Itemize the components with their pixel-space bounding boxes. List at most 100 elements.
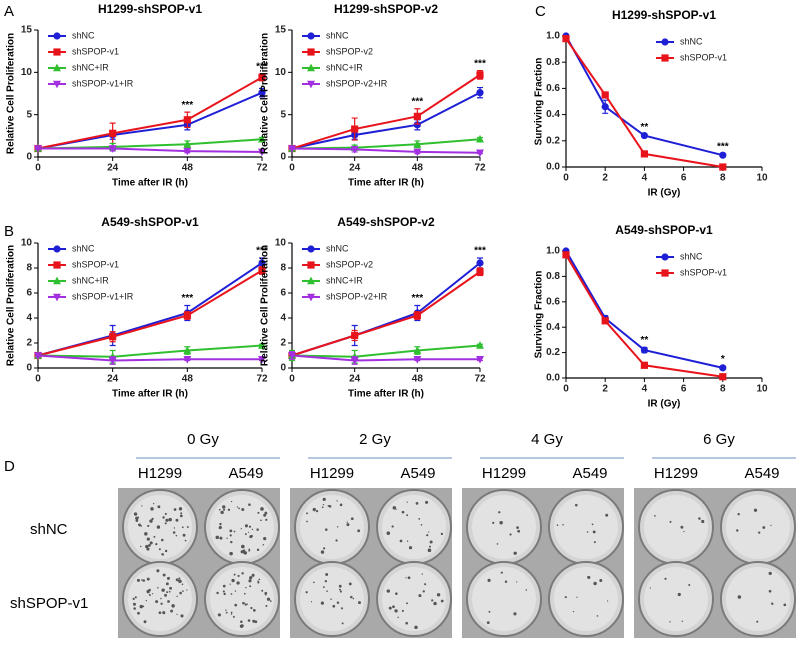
marker [258,89,266,97]
colony [234,590,237,592]
marker [183,356,192,364]
colony [322,503,325,506]
x-tick-label: 24 [107,374,119,385]
colony [141,579,143,581]
colony [175,518,179,522]
marker [350,146,359,154]
panel-label: D [4,458,15,475]
colony [680,525,684,529]
colony [487,578,491,582]
colony [164,549,168,553]
colony [179,514,183,518]
colony [161,588,165,592]
colony [339,590,342,593]
colony [137,611,140,615]
colony [229,529,233,533]
colony [688,583,691,587]
significance: *** [181,293,193,304]
y-axis-label: Relative Cell Proliferation [6,245,17,366]
colony [158,611,162,615]
colony [406,540,409,542]
marker [288,145,296,153]
colony [175,534,178,537]
colony [306,512,308,515]
x-axis-label: Time after IR (h) [348,389,424,400]
chart-title: H1299-shSPOP-v1 [612,8,716,22]
colony [219,522,222,526]
colony [254,620,258,624]
legend-label: shSPOP-v1 [680,52,727,62]
colony [248,503,251,506]
marker [601,103,609,111]
colony [768,589,772,593]
colony [339,503,343,507]
chart-title: H1299-shSPOP-v1 [98,2,202,16]
colony [418,517,421,520]
colony [158,548,161,551]
colony [395,592,398,595]
colony [525,589,528,591]
colony [241,544,245,549]
colony [248,579,252,583]
colony [230,540,233,544]
colony [263,513,267,517]
x-tick-label: 48 [412,374,424,385]
colony [153,535,156,538]
colony [220,510,224,515]
colony [405,621,408,625]
marker [476,259,484,267]
colony [233,530,236,533]
colony [500,571,503,574]
x-tick-label: 24 [107,163,119,174]
y-tick-label: 5 [26,109,32,120]
series-line [291,270,481,357]
marker [601,91,609,99]
colony [251,573,255,577]
colony [180,512,183,515]
panel-label: B [4,223,14,240]
colony [242,549,246,552]
legend-label: shSPOP-v1 [72,46,119,56]
colony [332,604,336,608]
colony [164,593,167,597]
colony [698,517,701,520]
colony [132,602,136,606]
marker [476,71,484,79]
colony [414,625,418,630]
x-tick-label: 4 [642,173,648,184]
marker [719,151,727,159]
y-tick-label: 0.4 [546,322,560,333]
x-tick-label: 2 [602,384,608,395]
y-tick-label: 0 [26,152,32,163]
colony [386,531,391,535]
colony [323,547,326,550]
significance: * [721,354,725,365]
well-inner [726,567,790,631]
well-inner [382,567,446,631]
colony [320,550,325,554]
y-axis-label: Relative Cell Proliferation [260,33,271,154]
well-inner [128,567,192,631]
marker [53,63,61,72]
column-label: A549 [400,465,435,482]
colony [649,587,651,589]
series-line [565,38,723,168]
colony [405,577,407,579]
x-tick-label: 0 [289,163,295,174]
colony [426,534,429,537]
colony [336,526,339,528]
legend-label: shSPOP-v2 [326,46,373,56]
colony [305,591,308,594]
colony [186,526,189,528]
significance: *** [411,293,423,304]
colony [257,580,259,582]
marker [351,125,359,133]
colony [498,511,501,514]
significance: *** [474,246,486,257]
colony [146,547,150,551]
colony [401,510,405,514]
marker [562,35,570,43]
y-tick-label: 0.4 [546,109,560,120]
colony [312,507,316,512]
